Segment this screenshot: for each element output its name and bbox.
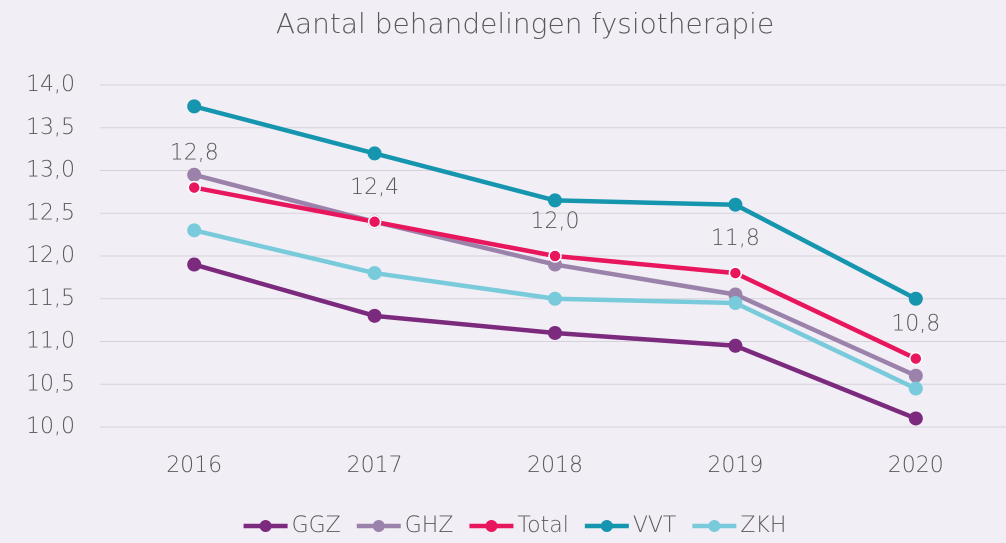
legend-label: GGZ <box>292 513 341 538</box>
data-point <box>187 223 202 238</box>
data-point <box>548 291 562 306</box>
data-point <box>187 99 202 114</box>
data-point <box>908 381 923 396</box>
legend-label: Total <box>517 513 568 538</box>
x-tick-label: 2019 <box>707 453 763 478</box>
chart-title: Aantal behandelingen fysiotherapie <box>276 7 774 40</box>
x-tick-label: 2018 <box>527 453 583 478</box>
data-label: 12,0 <box>531 209 580 234</box>
data-point <box>908 411 923 426</box>
data-point <box>728 197 743 212</box>
data-point <box>728 296 743 311</box>
data-point <box>548 325 562 340</box>
data-point <box>909 351 923 366</box>
data-point <box>187 180 201 195</box>
data-label: 10,8 <box>891 312 940 337</box>
x-tick-label: 2017 <box>347 453 403 478</box>
y-tick-label: 10,0 <box>26 414 75 439</box>
data-point <box>367 308 382 323</box>
data-point <box>367 215 382 229</box>
data-point <box>908 291 923 306</box>
legend-marker <box>259 520 272 532</box>
y-tick-label: 11,5 <box>26 286 75 311</box>
legend-marker <box>485 520 498 532</box>
y-tick-label: 11,0 <box>26 329 75 354</box>
y-tick-label: 13,5 <box>26 115 75 140</box>
y-tick-label: 12,0 <box>26 243 75 268</box>
data-point <box>187 257 202 272</box>
data-point <box>908 368 923 383</box>
data-point <box>728 266 743 280</box>
x-tick-label: 2016 <box>166 453 222 478</box>
legend-label: VVT <box>633 513 677 538</box>
data-label: 11,8 <box>711 226 760 251</box>
x-tick-label: 2020 <box>888 453 944 478</box>
legend-label: ZKH <box>740 513 786 538</box>
y-tick-label: 14,0 <box>26 72 75 97</box>
data-point <box>548 249 562 263</box>
data-point <box>367 146 382 161</box>
data-point <box>367 266 382 281</box>
legend-marker <box>372 520 385 532</box>
data-point <box>548 193 562 208</box>
y-tick-label: 12,5 <box>26 200 75 225</box>
data-label: 12,4 <box>350 175 399 200</box>
legend-label: GHZ <box>405 513 454 538</box>
legend-marker <box>600 520 613 532</box>
data-point <box>187 167 202 182</box>
legend-marker <box>708 520 721 532</box>
y-tick-label: 13,0 <box>26 158 75 183</box>
data-point <box>728 338 743 353</box>
y-tick-label: 10,5 <box>26 371 75 396</box>
data-label: 12,8 <box>170 141 219 166</box>
